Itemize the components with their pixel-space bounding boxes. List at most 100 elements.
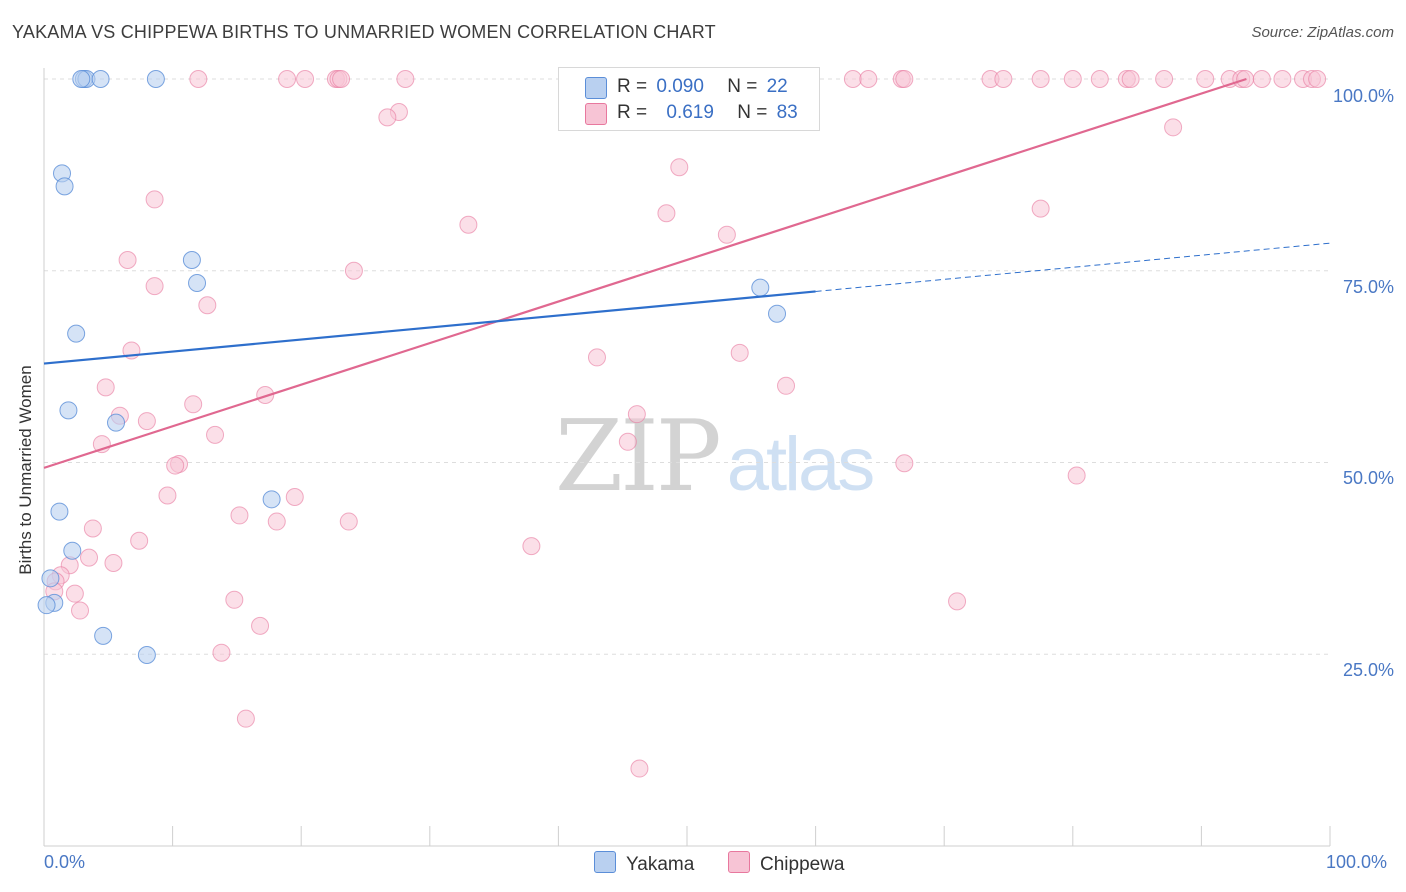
chippewa-point bbox=[1067, 466, 1086, 485]
chippewa-point bbox=[1273, 70, 1292, 88]
chippewa-point bbox=[378, 108, 397, 127]
chippewa-point bbox=[670, 158, 689, 177]
axes bbox=[43, 68, 1331, 847]
chart-title: YAKAMA VS CHIPPEWA BIRTHS TO UNMARRIED W… bbox=[12, 22, 716, 42]
chippewa-point bbox=[859, 70, 878, 88]
y-tick-label: 100.0% bbox=[1332, 86, 1394, 106]
x-tick-label: 0.0% bbox=[44, 852, 86, 872]
chippewa-point bbox=[396, 70, 415, 88]
chippewa-point bbox=[630, 759, 649, 778]
chippewa-point bbox=[104, 553, 123, 572]
r-label: R = bbox=[617, 102, 648, 123]
chippewa-point bbox=[212, 643, 231, 662]
y-tick-label: 50.0% bbox=[1342, 468, 1394, 488]
chippewa-point bbox=[657, 204, 676, 223]
chippewa-point bbox=[166, 456, 185, 475]
n-value: 83 bbox=[776, 102, 798, 123]
chippewa-point bbox=[1252, 70, 1271, 88]
chippewa-point bbox=[118, 251, 137, 270]
chippewa-point bbox=[267, 512, 286, 531]
yakama-point bbox=[146, 70, 165, 88]
bottom-legend-yakama: Yakama bbox=[594, 851, 694, 876]
chippewa-point bbox=[96, 378, 115, 397]
n-label: N = bbox=[727, 76, 758, 97]
yakama-point bbox=[137, 646, 156, 665]
watermark-atlas: atlas bbox=[726, 422, 876, 507]
chippewa-point bbox=[1164, 118, 1183, 137]
chippewa-point bbox=[206, 425, 225, 444]
chippewa-point bbox=[459, 215, 478, 234]
yakama-point bbox=[91, 70, 110, 88]
yakama-point bbox=[72, 70, 91, 88]
yakama-point bbox=[59, 401, 78, 420]
yakama-point bbox=[50, 502, 69, 521]
chippewa-point bbox=[1031, 199, 1050, 218]
r-label: R = bbox=[617, 76, 648, 97]
yakama-point bbox=[94, 626, 113, 645]
chippewa-point bbox=[1308, 70, 1327, 88]
chippewa-point bbox=[618, 432, 637, 451]
chippewa-point bbox=[71, 601, 90, 620]
chippewa-trend-line bbox=[43, 77, 1247, 469]
correlation-legend: R = 0.090 N = 22 R = 0.619 N = 83 bbox=[558, 67, 820, 131]
chippewa-point bbox=[278, 70, 297, 88]
y-tick-label: 75.0% bbox=[1342, 277, 1394, 297]
chippewa-points bbox=[45, 70, 1327, 778]
yakama-point bbox=[55, 177, 74, 196]
chippewa-point bbox=[777, 376, 796, 395]
chippewa-point bbox=[83, 519, 102, 538]
chippewa-point bbox=[1121, 70, 1140, 88]
chippewa-point bbox=[80, 548, 99, 567]
legend-label: Chippewa bbox=[760, 854, 845, 875]
chippewa-point bbox=[256, 386, 275, 405]
chippewa-point bbox=[145, 190, 164, 209]
chippewa-point bbox=[285, 488, 304, 507]
y-axis-label: Births to Unmarried Women bbox=[16, 365, 35, 575]
chippewa-point bbox=[730, 343, 749, 362]
chippewa-point bbox=[948, 592, 967, 611]
chippewa-point bbox=[65, 584, 84, 603]
chippewa-point bbox=[843, 70, 862, 88]
yakama-point bbox=[751, 278, 770, 297]
chippewa-point bbox=[717, 225, 736, 244]
chippewa-point bbox=[1196, 70, 1215, 88]
chippewa-point bbox=[225, 590, 244, 609]
chippewa-point bbox=[1063, 70, 1082, 88]
legend-label: Yakama bbox=[626, 854, 695, 875]
chippewa-point bbox=[522, 537, 541, 556]
n-label: N = bbox=[737, 102, 768, 123]
chippewa-point bbox=[627, 405, 646, 424]
bottom-legend-chippewa: Chippewa bbox=[728, 851, 845, 876]
yakama-point bbox=[188, 274, 207, 293]
chippewa-point bbox=[994, 70, 1013, 88]
chippewa-point bbox=[344, 261, 363, 280]
r-value: 0.619 bbox=[666, 102, 714, 123]
yakama-point bbox=[768, 304, 787, 323]
chippewa-point bbox=[198, 296, 217, 315]
y-tick-label: 25.0% bbox=[1342, 660, 1394, 680]
chippewa-swatch bbox=[728, 851, 750, 873]
chippewa-point bbox=[587, 348, 606, 367]
x-tick-label: 100.0% bbox=[1326, 852, 1388, 872]
yakama-trend-line bbox=[43, 290, 816, 365]
chippewa-point bbox=[130, 531, 149, 550]
yakama-swatch bbox=[594, 851, 616, 873]
chippewa-point bbox=[137, 412, 156, 431]
yakama-point bbox=[67, 324, 86, 343]
chippewa-point bbox=[251, 616, 270, 635]
trend-lines bbox=[43, 77, 1331, 469]
chippewa-point bbox=[236, 709, 255, 728]
chippewa-point bbox=[895, 454, 914, 473]
chippewa-point bbox=[184, 395, 203, 414]
chippewa-point bbox=[1155, 70, 1174, 88]
yakama-trend-extension bbox=[815, 242, 1331, 292]
chippewa-point bbox=[339, 512, 358, 531]
chippewa-point bbox=[158, 486, 177, 505]
chippewa-point bbox=[332, 70, 351, 88]
yakama-swatch bbox=[585, 77, 607, 99]
yakama-point bbox=[262, 490, 281, 509]
yakama-point bbox=[107, 413, 126, 432]
yakama-point bbox=[63, 541, 82, 560]
chippewa-point bbox=[895, 70, 914, 88]
